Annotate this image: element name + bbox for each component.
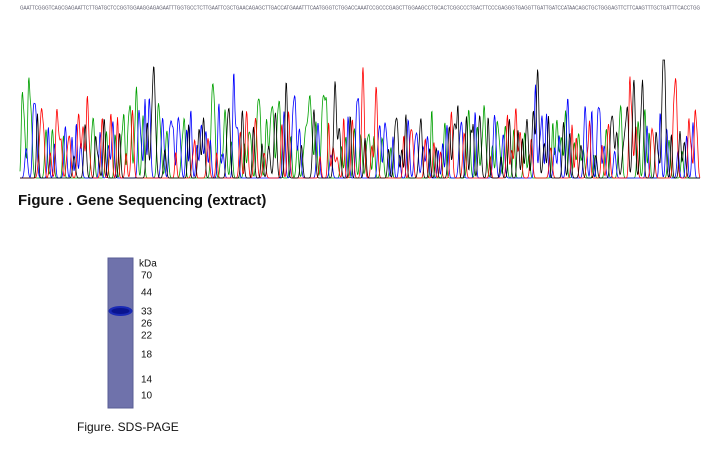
figure-caption: Figure. SDS-PAGE <box>77 420 179 434</box>
figure-caption: Figure . Gene Sequencing (extract) <box>18 192 266 209</box>
marker-label: 14 <box>141 375 153 386</box>
unit-label: kDa <box>139 259 157 270</box>
trace <box>20 67 701 179</box>
protein-band-core <box>111 308 130 314</box>
marker-label: 18 <box>141 350 153 361</box>
sequence-text: GAATTCGGGTCAGCGAGAATTCTTGATGCTCCGGTGGAAG… <box>20 5 700 11</box>
marker-label: 10 <box>141 391 153 402</box>
marker-label: 44 <box>141 288 153 299</box>
marker-label: 33 <box>141 307 153 318</box>
trace <box>20 59 700 179</box>
gel-border <box>107 257 134 409</box>
chromatogram <box>19 59 701 179</box>
marker-label: 26 <box>141 319 153 330</box>
marker-label: 22 <box>141 331 153 342</box>
gel-lane <box>108 258 133 408</box>
marker-label: 70 <box>141 271 153 282</box>
